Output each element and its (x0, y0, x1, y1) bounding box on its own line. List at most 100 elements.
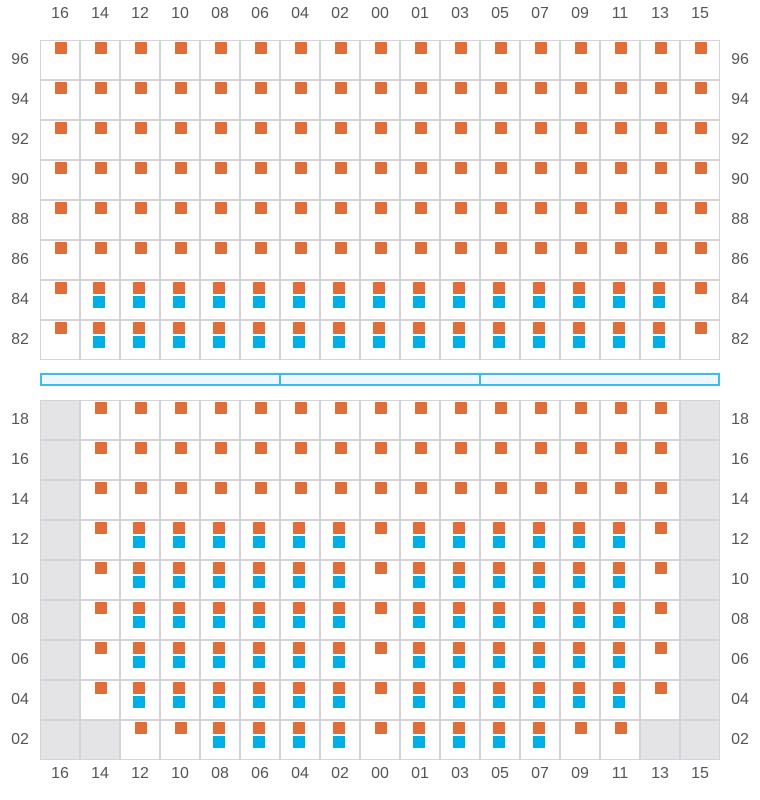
grid-cell[interactable] (120, 200, 160, 240)
grid-cell[interactable] (600, 160, 640, 200)
grid-cell[interactable] (640, 520, 680, 560)
grid-cell[interactable] (400, 320, 440, 360)
grid-cell[interactable] (400, 560, 440, 600)
grid-cell[interactable] (280, 640, 320, 680)
grid-cell[interactable] (280, 280, 320, 320)
grid-cell[interactable] (120, 160, 160, 200)
grid-cell[interactable] (320, 120, 360, 160)
grid-cell[interactable] (120, 480, 160, 520)
grid-cell[interactable] (120, 640, 160, 680)
grid-cell[interactable] (280, 440, 320, 480)
grid-cell[interactable] (200, 160, 240, 200)
grid-cell[interactable] (80, 160, 120, 200)
grid-cell[interactable] (200, 40, 240, 80)
grid-cell[interactable] (480, 160, 520, 200)
grid-cell[interactable] (440, 520, 480, 560)
grid-cell[interactable] (440, 560, 480, 600)
grid-cell[interactable] (360, 640, 400, 680)
grid-cell[interactable] (640, 80, 680, 120)
grid-cell[interactable] (320, 440, 360, 480)
grid-cell[interactable] (640, 200, 680, 240)
grid-cell[interactable] (160, 440, 200, 480)
grid-cell[interactable] (600, 120, 640, 160)
grid-cell[interactable] (320, 400, 360, 440)
grid-cell[interactable] (240, 240, 280, 280)
grid-cell[interactable] (320, 240, 360, 280)
grid-cell[interactable] (360, 160, 400, 200)
grid-cell[interactable] (560, 680, 600, 720)
grid-cell[interactable] (560, 720, 600, 760)
grid-cell[interactable] (80, 280, 120, 320)
grid-cell[interactable] (360, 400, 400, 440)
grid-cell[interactable] (160, 480, 200, 520)
grid-cell[interactable] (560, 280, 600, 320)
grid-cell[interactable] (480, 320, 520, 360)
grid-cell[interactable] (280, 40, 320, 80)
grid-cell[interactable] (400, 440, 440, 480)
grid-cell[interactable] (320, 680, 360, 720)
grid-cell[interactable] (320, 40, 360, 80)
grid-cell[interactable] (440, 400, 480, 440)
grid-cell[interactable] (360, 680, 400, 720)
grid-cell[interactable] (520, 680, 560, 720)
grid-cell[interactable] (240, 120, 280, 160)
grid-cell[interactable] (640, 640, 680, 680)
grid-cell[interactable] (320, 320, 360, 360)
grid-cell[interactable] (240, 160, 280, 200)
grid-cell[interactable] (520, 600, 560, 640)
grid-cell[interactable] (400, 400, 440, 440)
grid-cell[interactable] (280, 160, 320, 200)
grid-cell[interactable] (40, 80, 80, 120)
grid-cell[interactable] (200, 600, 240, 640)
grid-cell[interactable] (440, 640, 480, 680)
grid-cell[interactable] (600, 520, 640, 560)
grid-cell[interactable] (160, 560, 200, 600)
grid-cell[interactable] (680, 40, 720, 80)
grid-cell[interactable] (520, 480, 560, 520)
grid-cell[interactable] (320, 80, 360, 120)
grid-cell[interactable] (80, 640, 120, 680)
grid-cell[interactable] (440, 480, 480, 520)
grid-cell[interactable] (120, 400, 160, 440)
grid-cell[interactable] (520, 720, 560, 760)
grid-cell[interactable] (640, 320, 680, 360)
grid-cell[interactable] (280, 520, 320, 560)
grid-cell[interactable] (440, 600, 480, 640)
grid-cell[interactable] (560, 560, 600, 600)
grid-cell[interactable] (560, 400, 600, 440)
grid-cell[interactable] (440, 680, 480, 720)
grid-cell[interactable] (200, 440, 240, 480)
grid-cell[interactable] (480, 560, 520, 600)
grid-cell[interactable] (320, 520, 360, 560)
grid-cell[interactable] (520, 440, 560, 480)
grid-cell[interactable] (360, 80, 400, 120)
grid-cell[interactable] (600, 680, 640, 720)
grid-cell[interactable] (400, 80, 440, 120)
grid-cell[interactable] (560, 480, 600, 520)
grid-cell[interactable] (120, 40, 160, 80)
grid-cell[interactable] (680, 200, 720, 240)
grid-cell[interactable] (400, 280, 440, 320)
grid-cell[interactable] (400, 520, 440, 560)
grid-cell[interactable] (200, 120, 240, 160)
grid-cell[interactable] (400, 200, 440, 240)
grid-cell[interactable] (400, 680, 440, 720)
grid-cell[interactable] (120, 600, 160, 640)
grid-cell[interactable] (520, 160, 560, 200)
grid-cell[interactable] (160, 120, 200, 160)
grid-cell[interactable] (80, 40, 120, 80)
grid-cell[interactable] (200, 320, 240, 360)
grid-cell[interactable] (360, 120, 400, 160)
grid-cell[interactable] (200, 200, 240, 240)
grid-cell[interactable] (280, 320, 320, 360)
grid-cell[interactable] (200, 680, 240, 720)
grid-cell[interactable] (360, 440, 400, 480)
grid-cell[interactable] (120, 680, 160, 720)
grid-cell[interactable] (480, 40, 520, 80)
grid-cell[interactable] (520, 80, 560, 120)
grid-cell[interactable] (80, 680, 120, 720)
grid-cell[interactable] (600, 600, 640, 640)
grid-cell[interactable] (640, 680, 680, 720)
grid-cell[interactable] (280, 200, 320, 240)
grid-cell[interactable] (480, 240, 520, 280)
